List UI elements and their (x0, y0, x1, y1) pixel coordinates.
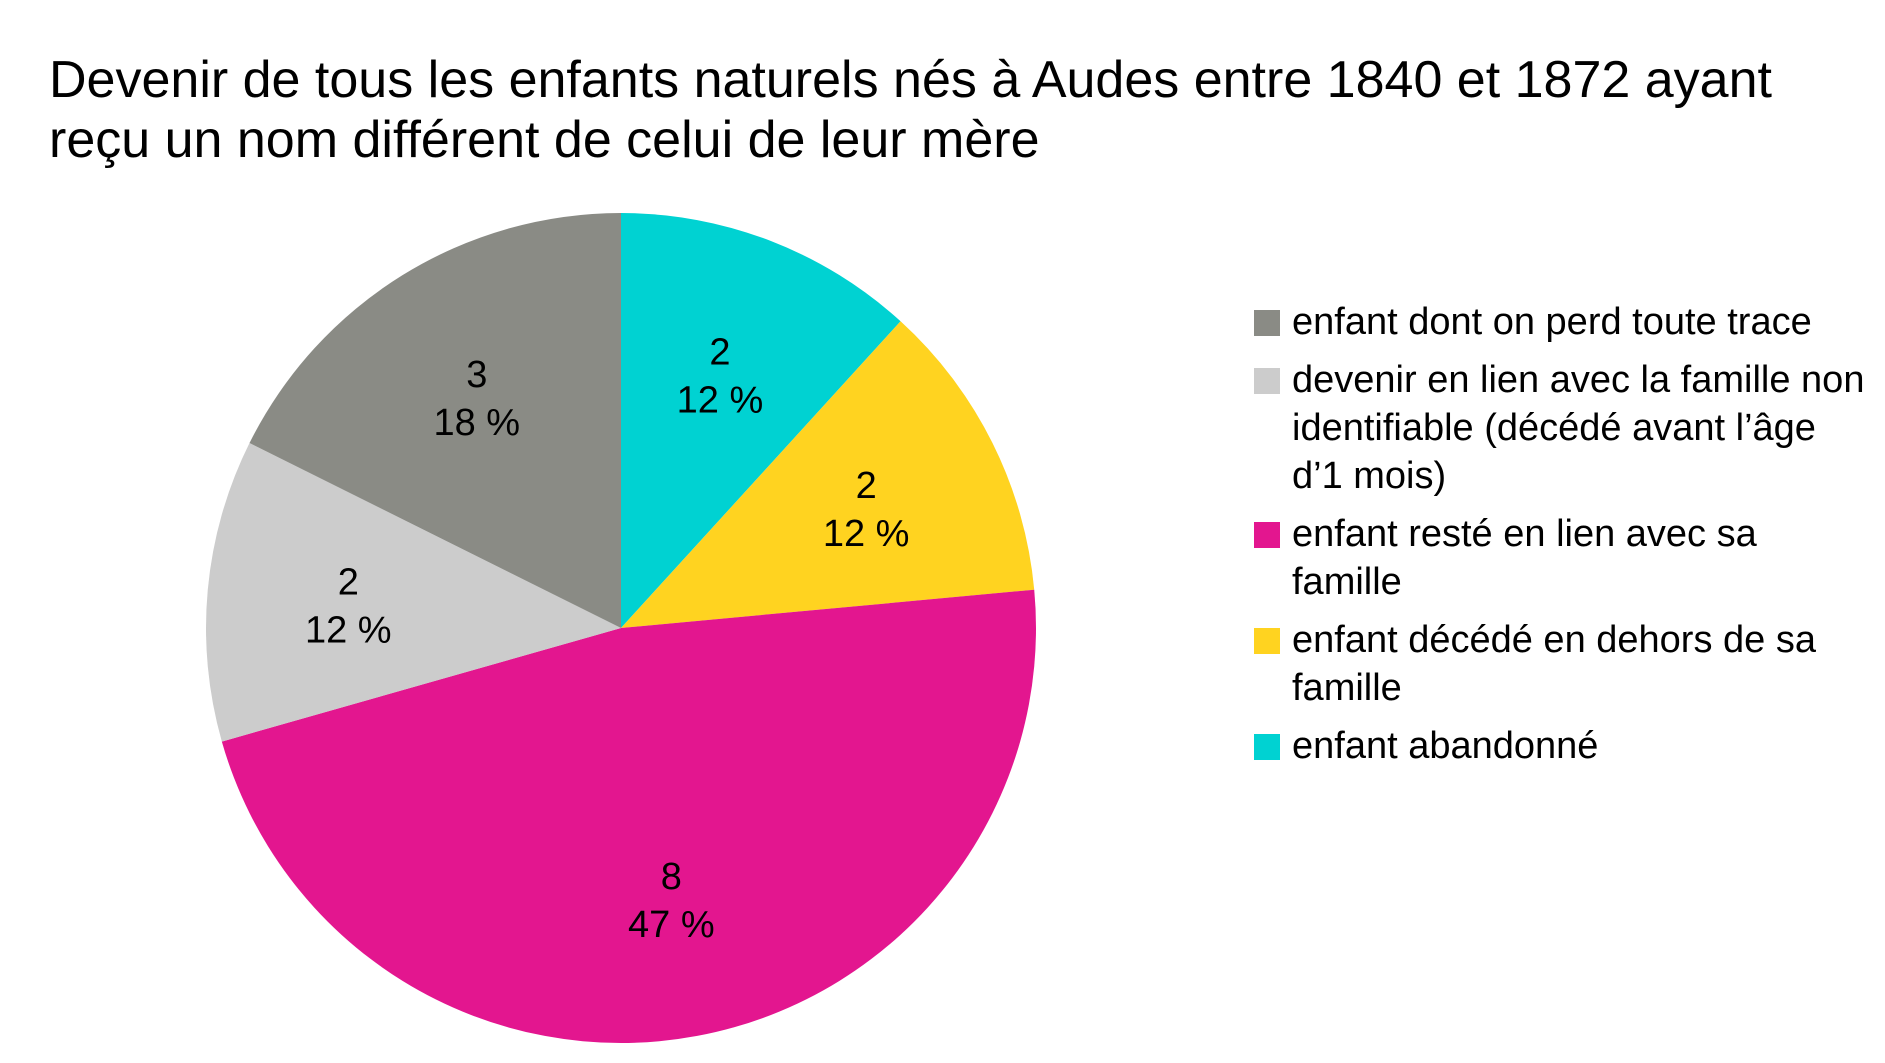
legend: enfant dont on perd toute trace devenir e… (1254, 298, 1874, 780)
legend-item: enfant resté en lien avec sa famille (1254, 510, 1874, 606)
legend-label: devenir en lien avec la famille non iden… (1292, 359, 1865, 497)
slice-value-label: 2 (856, 465, 877, 507)
slice-percent-label: 12 % (823, 513, 910, 555)
legend-swatch (1254, 734, 1280, 760)
legend-swatch (1254, 628, 1280, 654)
legend-label: enfant décédé en dehors de sa famille (1292, 619, 1816, 709)
pie-data-labels: 2 12 % 2 12 % 8 47 % 2 12 % 3 18 % (305, 332, 910, 947)
legend-label: enfant abandonné (1292, 725, 1599, 767)
pie-slice (206, 443, 622, 742)
pie-slice (621, 321, 1035, 628)
slice-percent-label: 18 % (433, 402, 520, 444)
slice-value-label: 2 (338, 562, 359, 604)
chart-title: Devenir de tous les enfants naturels nés… (49, 51, 1772, 169)
pie-slice (221, 589, 1037, 1044)
legend-item: enfant abandonné (1254, 722, 1874, 770)
legend-swatch (1254, 310, 1280, 336)
slice-value-label: 8 (661, 856, 682, 898)
legend-item: enfant dont on perd toute trace (1254, 298, 1874, 346)
legend-label: enfant dont on perd toute trace (1292, 301, 1812, 343)
pie-slice (621, 213, 901, 628)
slice-percent-label: 12 % (305, 610, 392, 652)
legend-item: enfant décédé en dehors de sa famille (1254, 616, 1874, 712)
pie-slice (249, 212, 621, 629)
legend-item: devenir en lien avec la famille non iden… (1254, 356, 1874, 500)
slice-value-label: 2 (709, 332, 730, 374)
legend-swatch (1254, 522, 1280, 548)
slice-percent-label: 47 % (628, 904, 715, 946)
legend-label: enfant resté en lien avec sa famille (1292, 513, 1757, 603)
legend-swatch (1254, 368, 1280, 394)
slice-percent-label: 12 % (677, 380, 764, 422)
pie-slices (206, 212, 1037, 1044)
slice-value-label: 3 (466, 354, 487, 396)
